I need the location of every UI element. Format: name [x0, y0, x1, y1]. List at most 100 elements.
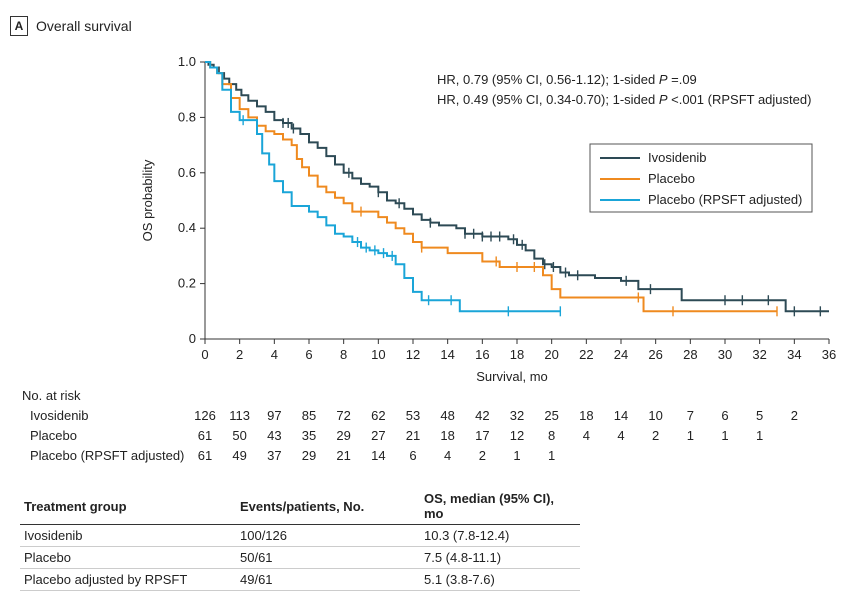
at-risk-value: 126	[194, 408, 216, 423]
x-tick-label: 28	[683, 347, 697, 362]
at-risk-value: 7	[686, 408, 694, 423]
x-tick-label: 20	[544, 347, 558, 362]
table-cell: Placebo adjusted by RPSFT	[20, 568, 236, 591]
legend-label: Ivosidenib	[648, 150, 707, 165]
series-line	[205, 61, 561, 313]
at-risk-value: 10	[648, 408, 663, 423]
hr-annotation: HR, 0.79 (95% CI, 0.56-1.12); 1-sided P …	[437, 72, 697, 87]
at-risk-value: 97	[267, 408, 282, 423]
at-risk-value: 29	[301, 448, 317, 463]
y-axis-label: OS probability	[140, 159, 155, 241]
at-risk-value: 14	[371, 448, 386, 463]
x-tick-label: 34	[787, 347, 801, 362]
at-risk-value: 4	[582, 428, 590, 443]
summary-header: OS, median (95% CI), mo	[420, 488, 580, 525]
at-risk-value: 4	[444, 448, 452, 463]
at-risk-value: 37	[267, 448, 282, 463]
at-risk-value: 35	[301, 428, 317, 443]
table-row: Ivosidenib 100/126 10.3 (7.8-12.4)	[20, 524, 580, 547]
summary-header-row: Treatment group Events/patients, No. OS,…	[20, 488, 580, 525]
x-axis-label: Survival, mo	[476, 369, 548, 384]
at-risk-value: 21	[336, 448, 351, 463]
x-tick-label: 30	[718, 347, 732, 362]
at-risk-value: 42	[475, 408, 490, 423]
table-cell: 49/61	[236, 568, 420, 591]
at-risk-value: 50	[232, 428, 247, 443]
at-risk-value: 5	[756, 408, 764, 423]
panel-header: A Overall survival	[10, 16, 132, 36]
at-risk-value: 2	[790, 408, 798, 423]
at-risk-value: 8	[548, 428, 556, 443]
table-cell: Placebo	[20, 546, 236, 569]
at-risk-value: 4	[617, 428, 625, 443]
at-risk-value: 72	[336, 408, 351, 423]
y-tick-label: 0.8	[178, 109, 196, 124]
at-risk-value: 14	[613, 408, 629, 423]
at-risk-value: 113	[229, 408, 251, 423]
at-risk-value: 61	[197, 428, 213, 443]
at-risk-value: 1	[686, 428, 694, 443]
at-risk-row-label: Placebo	[30, 428, 77, 443]
at-risk-value: 17	[475, 428, 490, 443]
at-risk-value: 12	[509, 428, 525, 443]
at-risk-value: 1	[721, 428, 729, 443]
legend-label: Placebo (RPSFT adjusted)	[648, 192, 802, 207]
at-risk-value: 85	[301, 408, 317, 423]
x-tick-label: 26	[648, 347, 662, 362]
at-risk-value: 6	[409, 448, 417, 463]
at-risk-value: 48	[440, 408, 455, 423]
x-tick-label: 8	[340, 347, 347, 362]
at-risk-row-label: Ivosidenib	[30, 408, 89, 423]
x-tick-label: 32	[752, 347, 766, 362]
table-row: Placebo adjusted by RPSFT 49/61 5.1 (3.8…	[20, 568, 580, 591]
table-cell: 10.3 (7.8-12.4)	[420, 524, 580, 547]
x-tick-label: 14	[440, 347, 454, 362]
at-risk-value: 32	[509, 408, 525, 423]
km-chart: 00.20.40.60.81.00 2 4 6 8 10 12 14 16 18 20 22 24 26 2…	[140, 54, 836, 384]
table-cell: 50/61	[236, 546, 420, 569]
summary-header: Events/patients, No.	[236, 488, 420, 525]
y-tick-label: 0	[189, 331, 196, 346]
at-risk-value: 43	[267, 428, 282, 443]
y-tick-label: 0.6	[178, 165, 196, 180]
at-risk-value: 53	[405, 408, 421, 423]
panel-title: Overall survival	[36, 18, 132, 34]
at-risk-row-label: Placebo (RPSFT adjusted)	[30, 448, 185, 463]
x-tick-label: 12	[406, 347, 420, 362]
x-tick-label: 18	[510, 347, 524, 362]
at-risk-value: 49	[232, 448, 247, 463]
x-tick-label: 24	[614, 347, 628, 362]
x-tick-label: 10	[371, 347, 385, 362]
at-risk-title: No. at risk	[22, 388, 81, 403]
hr-annotation: HR, 0.49 (95% CI, 0.34-0.70); 1-sided P …	[437, 92, 811, 107]
at-risk-value: 27	[371, 428, 386, 443]
at-risk-value: 2	[652, 428, 660, 443]
at-risk-value: 29	[336, 428, 351, 443]
at-risk-value: 25	[544, 408, 559, 423]
panel-letter: A	[10, 16, 28, 36]
x-tick-label: 0	[201, 347, 208, 362]
at-risk-value: 61	[197, 448, 213, 463]
legend-label: Placebo	[648, 171, 695, 186]
series-line	[205, 61, 829, 313]
table-cell: 100/126	[236, 524, 420, 547]
series-line	[205, 61, 777, 313]
x-tick-label: 2	[236, 347, 243, 362]
at-risk-value: 1	[513, 448, 521, 463]
at-risk-value: 62	[371, 408, 386, 423]
at-risk-value: 1	[548, 448, 556, 463]
x-tick-label: 6	[305, 347, 312, 362]
at-risk-value: 18	[440, 428, 455, 443]
table-cell: Ivosidenib	[20, 524, 236, 547]
table-row: Placebo 50/61 7.5 (4.8-11.1)	[20, 546, 580, 569]
table-cell: 5.1 (3.8-7.6)	[420, 568, 580, 591]
x-tick-label: 4	[271, 347, 278, 362]
x-tick-label: 36	[822, 347, 836, 362]
table-cell: 7.5 (4.8-11.1)	[420, 546, 580, 569]
at-risk-value: 2	[478, 448, 486, 463]
at-risk-value: 21	[405, 428, 421, 443]
y-tick-label: 0.2	[178, 276, 196, 291]
at-risk-value: 1	[756, 428, 764, 443]
summary-table: Treatment group Events/patients, No. OS,…	[20, 488, 580, 591]
x-tick-label: 22	[579, 347, 593, 362]
